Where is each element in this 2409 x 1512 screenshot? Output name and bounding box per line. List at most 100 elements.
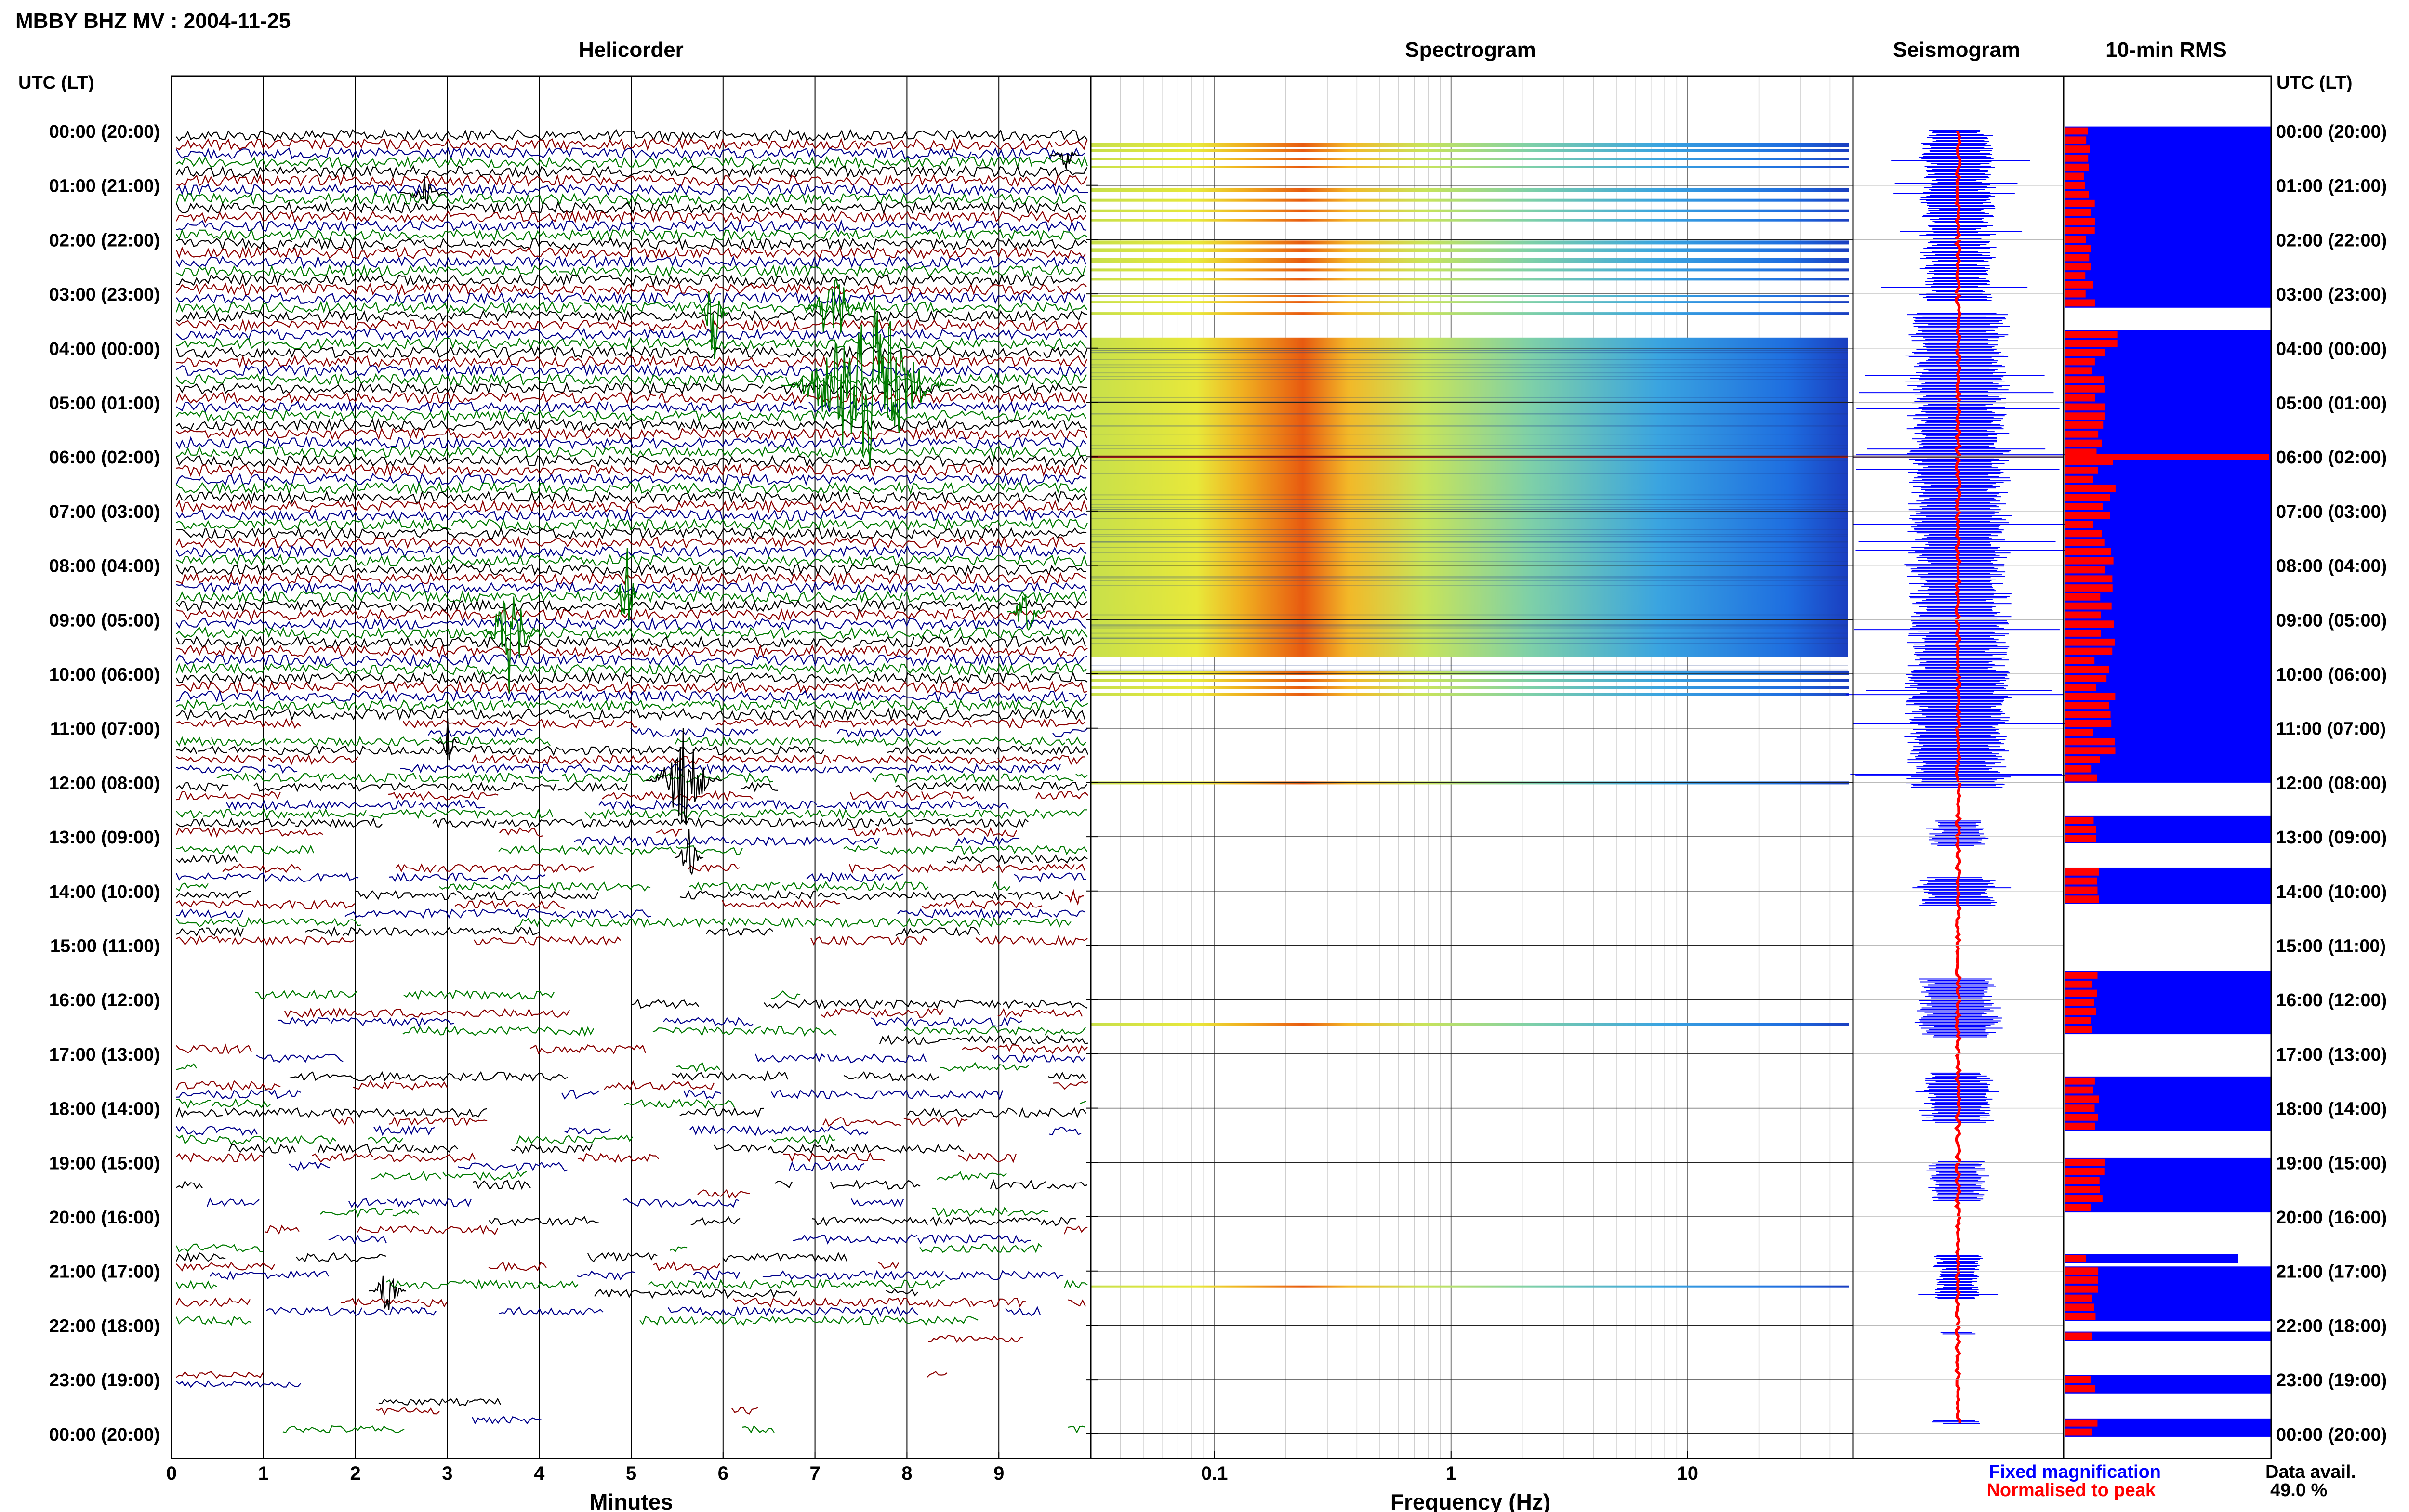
rms-bar-normalised xyxy=(2065,290,2086,298)
helicorder-trace xyxy=(731,1407,758,1415)
helicorder-trace xyxy=(652,755,705,765)
helicorder-trace xyxy=(278,1016,331,1027)
rms-bar-fixed xyxy=(2065,357,2271,367)
helicorder-trace xyxy=(827,1053,927,1064)
helicorder-trace xyxy=(829,229,851,240)
rms-bar-normalised xyxy=(2065,199,2095,207)
helicorder-trace xyxy=(672,1070,789,1082)
helicorder-trace xyxy=(847,827,880,837)
rms-bar-normalised xyxy=(2065,272,2086,279)
helicorder-trace xyxy=(967,527,1087,540)
helicorder-trace xyxy=(176,1089,301,1100)
rms-bar-fixed xyxy=(2065,592,2271,602)
helicorder-trace xyxy=(997,1008,1033,1018)
hour-label-right: 09:00 (05:00) xyxy=(2276,610,2387,631)
rms-bar-normalised xyxy=(2065,331,2118,339)
helicorder-trace xyxy=(497,818,596,828)
helicorder-xtick-label: 5 xyxy=(626,1463,636,1484)
helicorder-trace xyxy=(387,1017,454,1028)
helicorder-trace xyxy=(882,827,903,836)
rms-bar-fixed xyxy=(2065,1185,2271,1195)
helicorder-trace xyxy=(939,763,1061,774)
rms-bar-normalised xyxy=(2065,711,2111,718)
rms-bar-fixed xyxy=(2065,1194,2271,1204)
rms-bar-normalised xyxy=(2065,1168,2105,1175)
rms-bar-normalised xyxy=(2065,403,2105,411)
rms-bar-normalised xyxy=(2065,729,2093,736)
helicorder-trace xyxy=(296,1252,386,1262)
helicorder-trace xyxy=(320,1208,393,1218)
helicorder-trace xyxy=(176,809,203,819)
helicorder-event xyxy=(698,291,728,359)
helicorder-trace xyxy=(175,662,243,675)
helicorder-trace xyxy=(341,1298,420,1307)
helicorder-trace xyxy=(389,809,436,819)
helicorder-trace xyxy=(228,746,270,753)
helicorder-event xyxy=(368,1275,407,1311)
helicorder-trace xyxy=(516,918,613,928)
rms-bar-fixed xyxy=(2065,402,2271,412)
helicorder-trace xyxy=(437,864,557,874)
helicorder-trace xyxy=(176,422,194,431)
spectrogram-band xyxy=(1091,166,1849,168)
helicorder-trace xyxy=(176,528,206,539)
rms-bar-normalised xyxy=(2065,1255,2086,1262)
rms-bar-normalised xyxy=(2065,1113,2098,1121)
rms-panel xyxy=(2065,126,2271,1437)
data-avail-value: 49.0 % xyxy=(2270,1480,2327,1500)
rms-bar-fixed xyxy=(2065,538,2271,548)
helicorder-trace xyxy=(931,755,998,765)
helicorder-trace xyxy=(1035,854,1088,864)
helicorder-trace xyxy=(979,582,1087,593)
helicorder-trace xyxy=(633,237,1087,251)
rms-bar-normalised xyxy=(2065,620,2114,628)
helicorder-trace xyxy=(176,310,420,323)
rms-bar-fixed xyxy=(2065,375,2271,385)
helicorder-trace xyxy=(403,718,508,729)
helicorder-trace xyxy=(529,1044,647,1055)
helicorder-trace xyxy=(720,590,903,604)
helicorder-event xyxy=(781,296,954,468)
helicorder-trace xyxy=(176,791,281,801)
helicorder-trace xyxy=(637,745,751,756)
helicorder-trace xyxy=(205,926,244,937)
helicorder-trace xyxy=(637,790,754,802)
helicorder-trace xyxy=(442,1171,527,1181)
helicorder-trace xyxy=(790,264,1086,278)
helicorder-event xyxy=(804,278,863,333)
helicorder-trace xyxy=(1032,1009,1083,1018)
helicorder-trace xyxy=(921,791,951,801)
helicorder-trace xyxy=(932,1297,971,1307)
helicorder-trace xyxy=(805,808,924,820)
rms-bar-fixed xyxy=(2065,1375,2271,1384)
helicorder-trace xyxy=(414,1144,458,1153)
rms-bar-fixed xyxy=(2065,719,2271,729)
rms-bar-normalised xyxy=(2065,358,2095,366)
hour-label-right: 02:00 (22:00) xyxy=(2276,230,2387,250)
helicorder-trace xyxy=(832,755,931,765)
helicorder-trace xyxy=(1020,671,1088,683)
helicorder-trace xyxy=(521,1026,594,1037)
helicorder-trace xyxy=(885,891,1007,901)
helicorder-trace xyxy=(806,872,845,883)
rms-bar-fixed xyxy=(2065,1176,2271,1185)
helicorder-trace xyxy=(895,781,1006,792)
hour-label-left: 05:00 (01:00) xyxy=(49,394,160,414)
helicorder-trace xyxy=(457,1161,568,1172)
spectrogram-band xyxy=(1091,1285,1849,1288)
hour-label-right: 10:00 (06:00) xyxy=(2276,665,2387,685)
helicorder-event xyxy=(674,829,704,876)
helicorder-trace xyxy=(232,936,354,946)
helicorder-trace xyxy=(811,1216,928,1227)
helicorder-trace xyxy=(810,935,927,946)
helicorder-trace xyxy=(387,1198,472,1208)
rms-bar-normalised xyxy=(2065,816,2094,824)
helicorder-trace xyxy=(966,1026,1001,1035)
helicorder-trace xyxy=(176,237,292,251)
helicorder-trace xyxy=(175,300,582,314)
rms-bar-normalised xyxy=(2065,575,2113,583)
helicorder-trace xyxy=(972,718,1085,729)
hour-label-left: 20:00 (16:00) xyxy=(49,1208,160,1228)
rms-bar-normalised xyxy=(2065,530,2102,538)
rms-bar-normalised xyxy=(2065,666,2109,673)
